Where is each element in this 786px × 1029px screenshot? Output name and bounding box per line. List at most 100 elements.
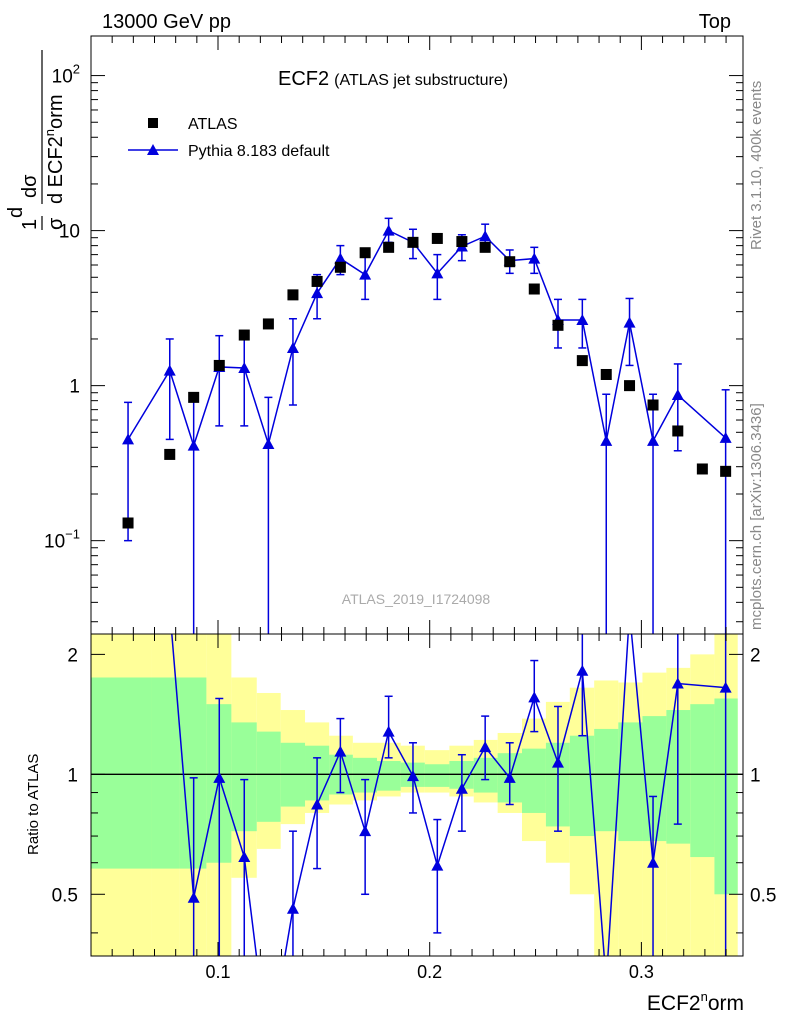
atlas-point: [238, 329, 250, 341]
x-axis-title: ECF2norm: [647, 989, 744, 1015]
chart-title: ECF2 (ATLAS jet substructure): [278, 68, 508, 90]
ratio-band-green: [690, 704, 715, 858]
pythia-point: [647, 434, 660, 446]
ratio-band-green: [521, 748, 546, 813]
analysis-id-label: ATLAS_2019_I1724098: [342, 591, 491, 607]
pythia-point: [359, 268, 372, 280]
legend-pythia-marker: [147, 144, 159, 155]
ratio-y-tick-label-right: 2: [750, 645, 761, 666]
atlas-point: [188, 391, 200, 403]
atlas-point: [383, 241, 395, 253]
ratio-point: [286, 902, 299, 914]
chart-title-main: ECF2: [278, 68, 329, 90]
y-tick-label: 10−1: [44, 527, 80, 553]
ratio-point: [719, 681, 732, 693]
pythia-point: [431, 267, 444, 279]
ratio-point: [647, 856, 660, 868]
pythia-point: [187, 439, 200, 451]
atlas-point: [647, 399, 659, 411]
atlas-point: [600, 368, 612, 380]
ratio-frame: [90, 633, 744, 957]
pythia-point: [311, 287, 324, 299]
ratio-point: [187, 891, 200, 903]
x-tick-label: 0.1: [205, 962, 230, 982]
ratio-point: [455, 782, 468, 794]
atlas-point: [122, 517, 134, 529]
mcplots-credit-label: mcplots.cern.ch [arXiv:1306.3436]: [748, 403, 765, 630]
atlas-point: [720, 465, 732, 477]
ratio-plot-panel: 0.1 0.2 0.3 0.5 0.5 1 1 2 2: [52, 633, 776, 982]
header-process-label: Top: [699, 11, 731, 33]
ratio-point: [528, 691, 541, 703]
ratio-y-axis-title: Ratio to ATLAS: [25, 754, 42, 855]
y-title-frac2-den: d ECF2: [45, 136, 67, 204]
pythia-point: [262, 438, 275, 450]
ratio-band-green: [642, 716, 667, 842]
pythia-point: [479, 230, 492, 242]
chart-subtitle: (ATLAS jet substructure): [334, 72, 508, 89]
y-tick-label: 1: [69, 377, 80, 398]
main-plot-panel: 10−1 1 10 102: [44, 35, 744, 635]
x-tick-label: 0.2: [417, 962, 442, 982]
pythia-point: [671, 389, 684, 401]
ratio-point: [576, 664, 589, 676]
atlas-point: [504, 256, 516, 268]
pythia-point: [334, 252, 347, 264]
atlas-point: [672, 425, 684, 437]
y-title-sup: n: [42, 129, 57, 136]
atlas-point: [456, 236, 468, 248]
pythia-point: [163, 364, 176, 376]
ratio-point: [503, 771, 516, 783]
svg-text:d: d: [5, 207, 27, 218]
ratio-point: [311, 798, 324, 810]
y-axis-fraction: 1 σ dσ d ECF2norm: [19, 50, 67, 230]
ratio-point: [238, 851, 251, 863]
atlas-point: [552, 319, 564, 331]
pythia-point: [286, 341, 299, 353]
y-title-frac2-num: dσ: [19, 174, 41, 198]
ratio-point: [551, 756, 564, 768]
ratio-y-tick-label: 0.5: [52, 885, 78, 906]
pythia-line: [127, 229, 727, 449]
atlas-point: [359, 247, 371, 259]
ratio-band-green: [376, 761, 401, 791]
legend-atlas-marker: [148, 118, 158, 128]
ratio-y-tick-label: 1: [67, 765, 78, 786]
svg-text:d ECF2norm: d ECF2norm: [42, 95, 67, 205]
y-tick-label: 10: [59, 222, 80, 243]
main-series-group: [122, 217, 732, 634]
legend-atlas-label: ATLAS: [188, 116, 238, 133]
y-tick-label: 102: [52, 62, 80, 88]
y-title-lead: d: [5, 207, 27, 218]
ratio-band-green: [91, 677, 152, 869]
ratio-curve-group: [171, 634, 732, 956]
ratio-point: [479, 741, 492, 753]
ratio-point: [406, 770, 419, 782]
atlas-point: [213, 359, 225, 371]
atlas-point: [311, 275, 323, 287]
ratio-y-tick-label: 2: [67, 645, 78, 666]
atlas-point: [576, 355, 588, 367]
ratio-y-tick-label-right: 0.5: [750, 885, 776, 906]
pythia-point: [382, 224, 395, 236]
atlas-point: [164, 448, 176, 460]
atlas-point: [407, 236, 419, 248]
legend: ATLAS Pythia 8.183 default: [128, 116, 330, 160]
y-title-tail: orm: [45, 95, 67, 129]
atlas-point: [528, 283, 540, 295]
ratio-band-green: [569, 735, 595, 837]
rivet-version-label: Rivet 3.1.10, 400k events: [748, 81, 765, 250]
ratio-point: [671, 677, 684, 689]
atlas-point: [479, 241, 491, 253]
ratio-band-green: [151, 677, 180, 869]
ratio-y-tick-label-right: 1: [750, 765, 761, 786]
atlas-point: [262, 318, 274, 330]
legend-pythia-label: Pythia 8.183 default: [188, 143, 330, 160]
pythia-point: [623, 316, 636, 328]
ratio-point: [431, 859, 444, 871]
y-title-frac1-num: 1: [19, 219, 41, 230]
atlas-point: [696, 463, 708, 475]
ratio-band-green: [424, 764, 450, 787]
ratio-band-green: [618, 722, 643, 842]
